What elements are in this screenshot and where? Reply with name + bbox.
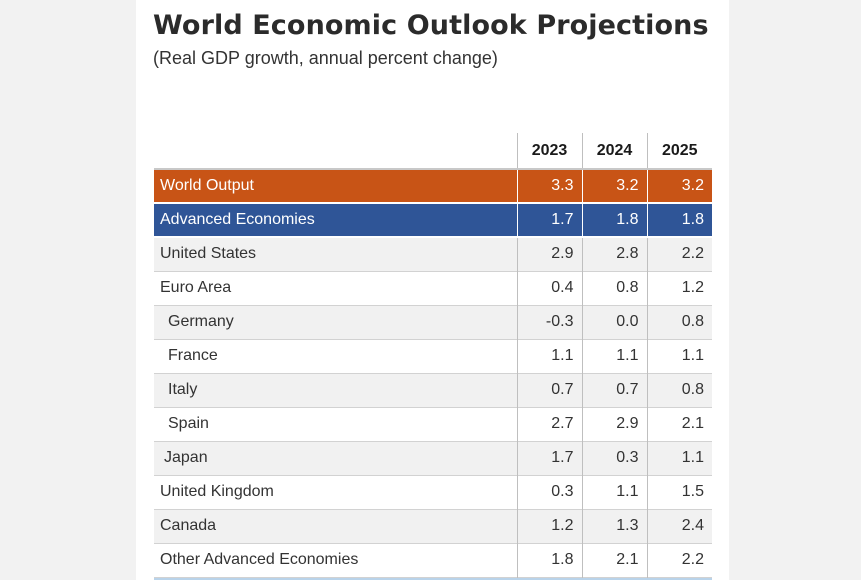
row-value: 2.2 — [646, 543, 712, 577]
row-value: 0.8 — [646, 305, 712, 339]
row-value: 1.7 — [516, 203, 582, 237]
page-title: World Economic Outlook Projections — [153, 10, 709, 41]
row-label: Spain — [168, 415, 209, 432]
row-value: 1.8 — [581, 203, 647, 237]
table-row-advanced-economies: Advanced Economies 1.7 1.8 1.8 — [154, 203, 712, 237]
header-year: 2025 — [646, 133, 712, 170]
row-value: 1.5 — [646, 475, 712, 509]
row-label: Advanced Economies — [160, 211, 315, 228]
row-label: United Kingdom — [160, 483, 274, 500]
table-row: Other Advanced Economies 1.8 2.1 2.2 — [154, 543, 712, 577]
row-value: 2.4 — [646, 509, 712, 543]
row-value: 1.8 — [646, 203, 712, 237]
table-row: United States 2.9 2.8 2.2 — [154, 237, 712, 271]
row-value: 0.3 — [581, 441, 647, 475]
row-value: 2.8 — [581, 237, 647, 271]
row-value: 0.8 — [581, 271, 647, 305]
header-year: 2024 — [581, 133, 647, 170]
row-value: 1.8 — [516, 543, 582, 577]
table-row: United Kingdom 0.3 1.1 1.5 — [154, 475, 712, 509]
row-value: 2.9 — [581, 407, 647, 441]
document-page: World Economic Outlook Projections (Real… — [136, 0, 729, 580]
row-label: Italy — [168, 381, 198, 398]
row-value: 0.7 — [581, 373, 647, 407]
row-value: 3.3 — [516, 169, 582, 203]
row-value: 3.2 — [646, 169, 712, 203]
row-value: -0.3 — [516, 305, 582, 339]
table-row: France 1.1 1.1 1.1 — [154, 339, 712, 373]
table-row: Japan 1.7 0.3 1.1 — [154, 441, 712, 475]
row-label: Canada — [160, 517, 217, 534]
table-header-row: 2023 2024 2025 — [154, 133, 712, 170]
page-subtitle: (Real GDP growth, annual percent change) — [153, 48, 498, 68]
row-value: 1.1 — [581, 339, 647, 373]
row-value: 1.1 — [516, 339, 582, 373]
row-value: 2.7 — [516, 407, 582, 441]
table-row: Euro Area 0.4 0.8 1.2 — [154, 271, 712, 305]
table-row: Spain 2.7 2.9 2.1 — [154, 407, 712, 441]
row-label: Japan — [164, 449, 208, 466]
row-value: 1.1 — [646, 339, 712, 373]
row-value: 0.0 — [581, 305, 647, 339]
row-value: 2.1 — [646, 407, 712, 441]
row-value: 0.4 — [516, 271, 582, 305]
table-row: Germany -0.3 0.0 0.8 — [154, 305, 712, 339]
header-blank-cell — [154, 133, 517, 170]
row-value: 2.9 — [516, 237, 582, 271]
row-value: 0.7 — [516, 373, 582, 407]
row-value: 1.2 — [516, 509, 582, 543]
row-value: 3.2 — [581, 169, 647, 203]
row-value: 1.1 — [581, 475, 647, 509]
row-value: 1.3 — [581, 509, 647, 543]
row-value: 1.7 — [516, 441, 582, 475]
row-label: United States — [160, 245, 257, 263]
row-value: 1.2 — [646, 271, 712, 305]
table-row: Italy 0.7 0.7 0.8 — [154, 373, 712, 407]
row-label: Euro Area — [160, 279, 232, 296]
row-value: 2.2 — [646, 237, 712, 271]
table-bottom-edge — [154, 578, 712, 580]
row-value: 2.1 — [581, 543, 647, 577]
row-label: Germany — [168, 313, 234, 330]
row-value: 0.8 — [646, 373, 712, 407]
row-label: Other Advanced Economies — [160, 551, 359, 568]
row-label: World Output — [160, 177, 254, 194]
table-row: Canada 1.2 1.3 2.4 — [154, 509, 712, 543]
row-value: 0.3 — [516, 475, 582, 509]
header-year: 2023 — [516, 133, 582, 170]
projections-table: 2023 2024 2025 World Output 3.3 3.2 3.2 … — [154, 133, 712, 578]
row-label: France — [168, 347, 218, 364]
row-value: 1.1 — [646, 441, 712, 475]
table-row-world-output: World Output 3.3 3.2 3.2 — [154, 169, 712, 203]
